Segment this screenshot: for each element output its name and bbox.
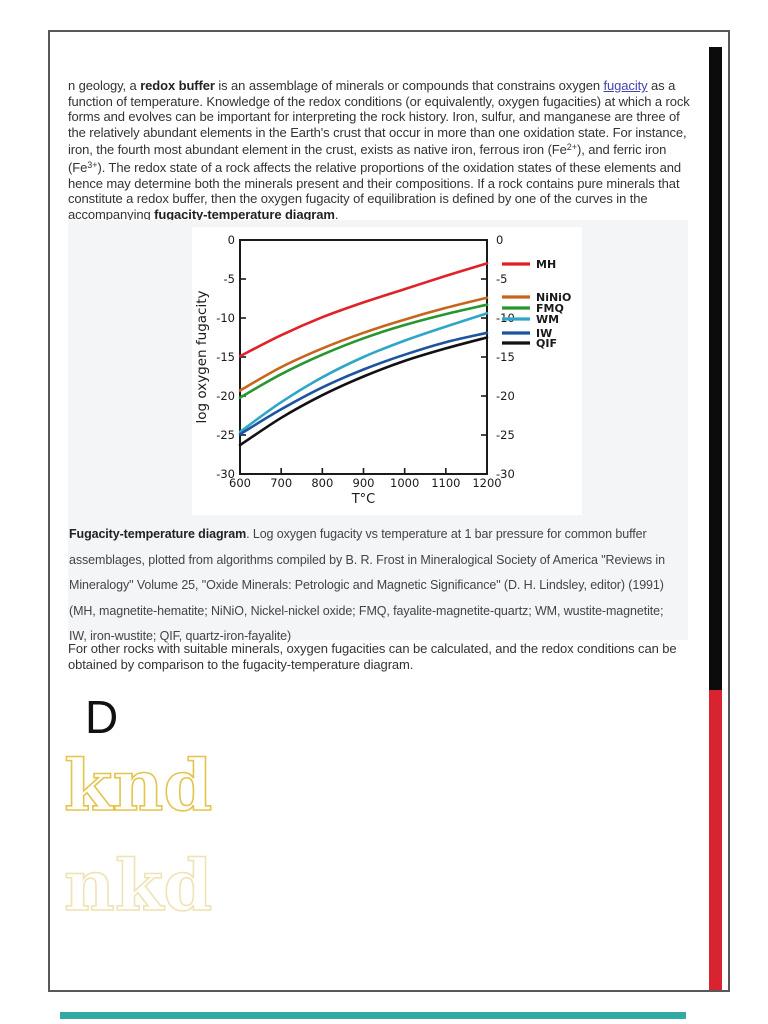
intro-text-5: ). The redox state of a rock affects the… xyxy=(68,159,682,222)
fe3-superscript: 3+ xyxy=(87,159,98,170)
series-NiNiO xyxy=(238,296,489,392)
outline-word-nkd: nkd xyxy=(63,844,213,927)
intro-text-1: n geology, a xyxy=(68,78,141,93)
intro-text-4: ), and ferric iron (Fe xyxy=(68,142,667,175)
fugacity-link[interactable]: fugacity xyxy=(603,78,648,93)
ytick-right: -5 xyxy=(496,272,507,286)
figure-caption: Fugacity-temperature diagram. Log oxygen… xyxy=(69,522,681,650)
y-axis-label: log oxygen fugacity xyxy=(194,290,210,423)
intro-text-3: as a function of temperature. Knowledge … xyxy=(68,78,690,158)
intro-text-6: . xyxy=(334,206,339,222)
closing-paragraph: For other rocks with suitable minerals, … xyxy=(68,641,677,672)
xtick: 600 xyxy=(229,476,251,490)
fe2-superscript: 2+ xyxy=(566,142,578,153)
chart-image: 00-5-5-10-10-15-15-20-20-25-25-30-306007… xyxy=(192,227,582,515)
intro-text-2: is an assemblage of minerals or compound… xyxy=(214,78,604,93)
caption-lead: Fugacity-temperature diagram xyxy=(69,527,247,541)
ytick-left: -15 xyxy=(216,350,235,364)
right-rail-black-bar xyxy=(709,47,722,690)
series-MH xyxy=(238,262,489,358)
outline-word-knd: knd xyxy=(63,744,213,827)
ytick-right: -30 xyxy=(496,467,515,481)
fugacity-diagram-term: fugacity-temperature diagram xyxy=(154,206,335,222)
series-QIF xyxy=(238,336,489,447)
fugacity-temperature-chart: 00-5-5-10-10-15-15-20-20-25-25-30-306007… xyxy=(194,233,571,507)
legend-label-FMQ: FMQ xyxy=(536,302,564,315)
right-rail-red-bar xyxy=(709,690,722,990)
xtick: 700 xyxy=(270,476,292,490)
stray-letter-d: D xyxy=(85,691,119,743)
ytick-left: -10 xyxy=(216,311,235,325)
series-IW xyxy=(238,331,489,436)
xtick: 1100 xyxy=(431,476,460,490)
xtick: 900 xyxy=(353,476,375,490)
ytick-left: -25 xyxy=(216,428,235,442)
ytick-right: 0 xyxy=(496,233,503,247)
ytick-left: -30 xyxy=(216,467,235,481)
xtick: 1000 xyxy=(390,476,419,490)
intro-paragraph: n geology, a redox buffer is an assembla… xyxy=(68,78,690,222)
redox-buffer-term: redox buffer xyxy=(140,78,215,93)
ytick-right: -20 xyxy=(496,389,515,403)
series-FMQ xyxy=(238,303,489,399)
x-axis-label: T°C xyxy=(351,492,376,507)
legend-label-NiNiO: NiNiO xyxy=(536,291,571,304)
xtick: 800 xyxy=(311,476,333,490)
series-WM xyxy=(238,312,489,434)
xtick: 1200 xyxy=(472,476,501,490)
ytick-right: -25 xyxy=(496,428,515,442)
ytick-left: -20 xyxy=(216,389,235,403)
legend-label-WM: WM xyxy=(536,313,559,326)
progress-bar xyxy=(60,1012,686,1019)
document-page: n geology, a redox buffer is an assembla… xyxy=(48,30,730,992)
legend-label-IW: IW xyxy=(536,327,552,340)
figure-block: 00-5-5-10-10-15-15-20-20-25-25-30-306007… xyxy=(68,220,688,643)
caption-body: . Log oxygen fugacity vs temperature at … xyxy=(69,527,665,643)
ytick-left: -5 xyxy=(224,272,235,286)
ytick-right: -15 xyxy=(496,350,515,364)
ytick-left: 0 xyxy=(228,233,235,247)
legend-label-MH: MH xyxy=(536,258,556,271)
legend-label-QIF: QIF xyxy=(536,337,557,350)
